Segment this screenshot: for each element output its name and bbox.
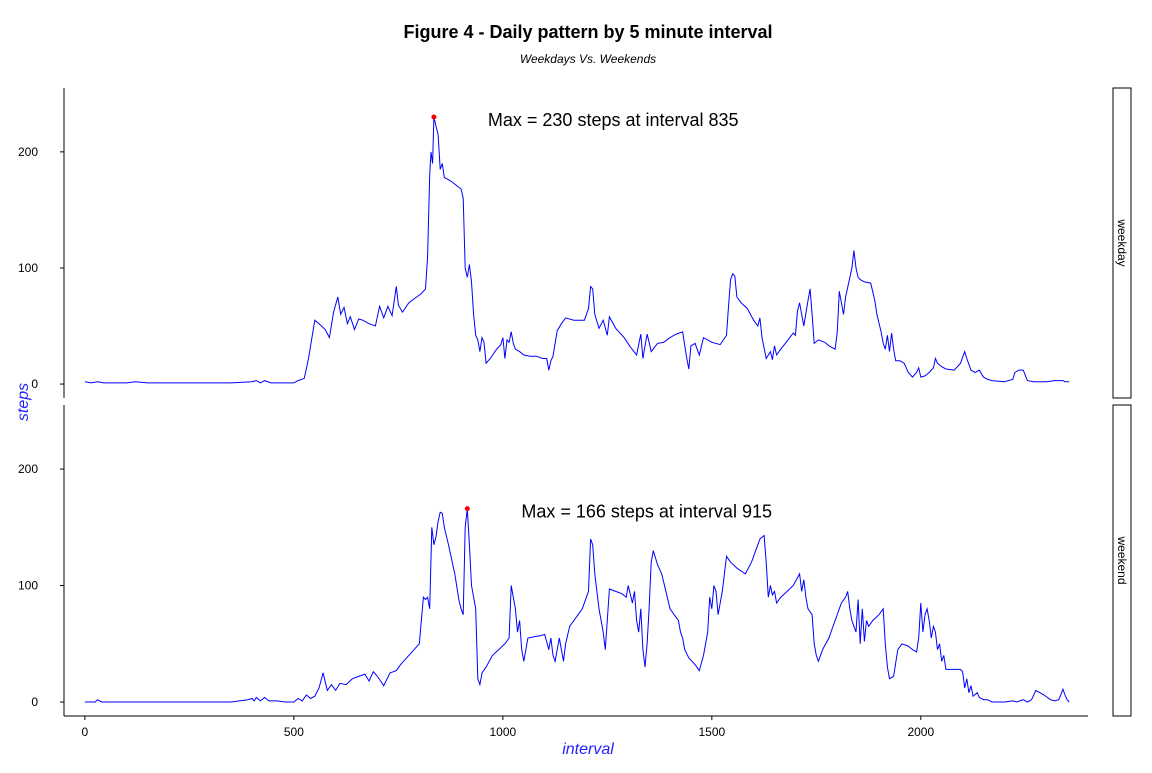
y-tick-label: 100 xyxy=(18,261,38,275)
x-axis-label: interval xyxy=(562,741,614,758)
series-line-weekday xyxy=(84,116,1070,384)
max-annotation: Max = 166 steps at interval 915 xyxy=(521,502,772,522)
y-tick-label: 0 xyxy=(31,377,38,391)
series-line-weekend xyxy=(84,508,1070,703)
facet-strip-label: weekday xyxy=(1115,218,1129,266)
facet-strip-label: weekend xyxy=(1115,535,1129,584)
max-point xyxy=(464,506,470,512)
panel-weekend: 0 100 200 Max = 166 steps at interval 915 we… xyxy=(18,404,1132,717)
y-tick-label: 100 xyxy=(18,579,38,593)
y-tick-label: 200 xyxy=(18,462,38,476)
x-tick-label: 0 xyxy=(82,725,89,739)
y-tick-label: 0 xyxy=(31,695,38,709)
chart-title: Figure 4 - Daily pattern by 5 minute int… xyxy=(403,22,772,42)
max-annotation: Max = 230 steps at interval 835 xyxy=(488,110,739,130)
panel-weekday: 0 100 200 Max = 230 steps at interval 835 we… xyxy=(18,87,1132,399)
panels: 0 100 200 Max = 230 steps at interval 835 we… xyxy=(18,87,1132,739)
x-tick-label: 1000 xyxy=(490,725,517,739)
x-tick-label: 2000 xyxy=(907,725,934,739)
x-tick-label: 1500 xyxy=(698,725,725,739)
facet-strip xyxy=(1112,404,1132,717)
y-tick-label: 200 xyxy=(18,145,38,159)
max-point xyxy=(431,114,437,120)
chart-subtitle: Weekdays Vs. Weekends xyxy=(520,52,656,66)
y-axis-label: steps xyxy=(15,383,32,421)
facet-strip xyxy=(1112,87,1132,399)
x-tick-label: 500 xyxy=(284,725,304,739)
